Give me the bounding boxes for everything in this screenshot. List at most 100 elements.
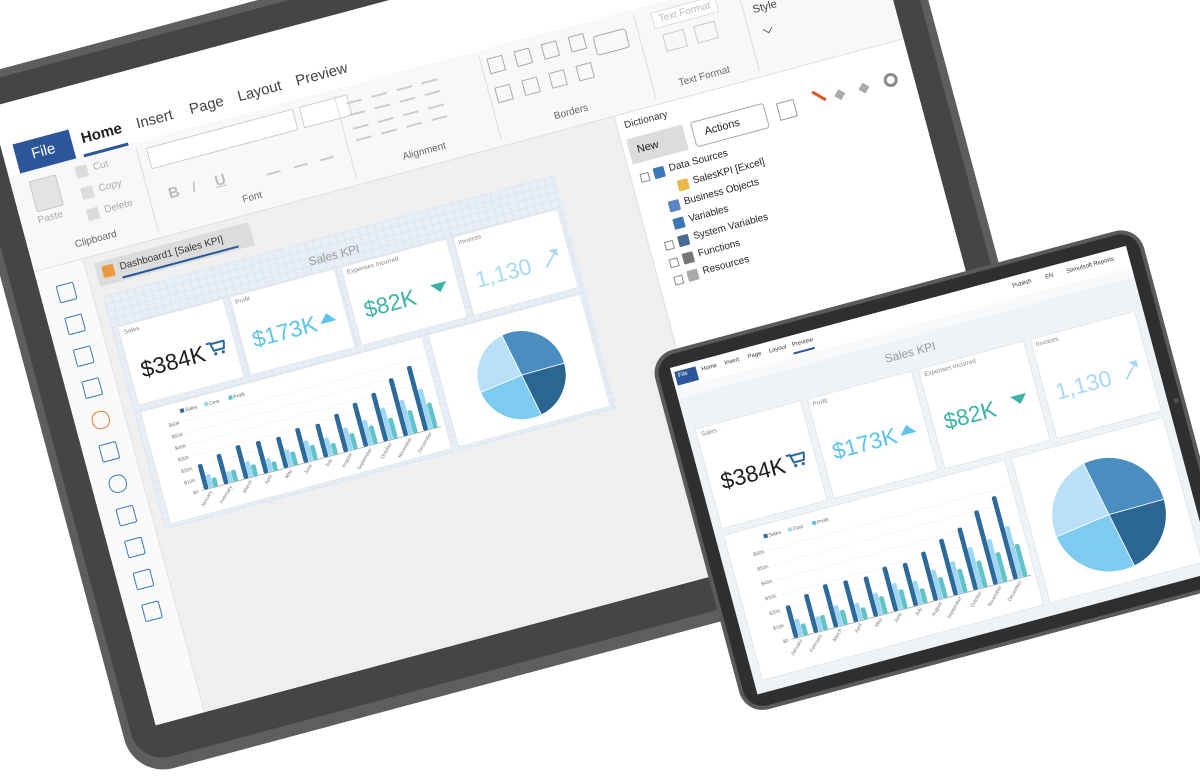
bar: [388, 378, 408, 436]
x-tick-label: June: [893, 612, 904, 625]
pie-slice: [1051, 463, 1110, 538]
legend-label: Profit: [233, 391, 246, 400]
x-tick-label: July: [914, 606, 924, 617]
grid-line: [767, 486, 1008, 552]
pie-tile: [1010, 417, 1200, 604]
x-tick-label: December: [1007, 580, 1024, 603]
bar: [368, 425, 378, 445]
ribbon-tab[interactable]: Page: [187, 92, 226, 119]
legend-swatch: [203, 401, 209, 407]
bar: [912, 581, 923, 606]
pie-slice: [520, 362, 567, 416]
cart: [785, 450, 805, 464]
kpi-icon: [1125, 359, 1139, 380]
x-tick-label: November: [397, 436, 414, 459]
kpi-value: $173K: [829, 421, 900, 465]
bar: [938, 577, 948, 599]
grid-line: [783, 545, 1024, 611]
x-tick-label: July: [324, 457, 334, 468]
x-tick-label: May: [874, 617, 884, 629]
pie-slice: [1082, 457, 1165, 516]
wheel: [214, 352, 218, 356]
bar-chart: $0$10K$20K$30K$40K$50K$60KSalesCostProfi…: [753, 486, 1031, 657]
bar: [310, 444, 318, 461]
arrow: [545, 248, 559, 268]
y-tick-label: $60K: [168, 420, 181, 429]
kpi-label: Invoices: [1035, 335, 1060, 349]
kpi-label: Expenses Incurred: [923, 357, 977, 379]
bar: [873, 593, 883, 616]
laptop-screen: File Home Insert Page Layout Preview Paste Cut C…: [8, 0, 1025, 726]
bar: [957, 569, 968, 594]
bar: [245, 460, 254, 478]
legend-swatch: [811, 520, 817, 526]
ribbon-tab[interactable]: Insert: [134, 106, 175, 133]
bar: [892, 583, 903, 611]
y-tick-label: $10K: [773, 623, 786, 632]
kpi-icon: [545, 248, 559, 268]
y-tick-label: $40K: [761, 579, 774, 588]
kpi-label: Profit: [811, 397, 829, 409]
bar: [882, 567, 899, 612]
bar: [840, 610, 848, 626]
bar: [324, 437, 333, 457]
kpi-value: $384K: [137, 340, 209, 383]
up: [320, 313, 337, 325]
x-tick-label: February: [219, 484, 234, 505]
bar-chart: $0$10K$20K$30K$40K$50K$60KSalesCostProfi…: [168, 357, 441, 508]
legend-swatch: [787, 527, 793, 533]
ribbon-tab[interactable]: Layout: [235, 77, 284, 106]
y-tick-label: $0: [783, 638, 790, 645]
legend-swatch: [179, 408, 185, 413]
bar: [863, 576, 879, 618]
grid-line: [195, 403, 435, 468]
bar: [815, 616, 824, 632]
dashboard: Sales KPI Sales $384K Profit $173K Expenses I…: [111, 186, 611, 525]
x-tick-label: February: [809, 633, 824, 654]
kpi-tile: Invoices 1,130: [451, 208, 579, 316]
bar: [991, 496, 1018, 580]
kpi-icon: [1009, 392, 1026, 404]
pie-chart: [476, 330, 567, 420]
bar: [820, 615, 828, 631]
y-tick-label: $50K: [171, 432, 184, 441]
bar: [362, 419, 373, 446]
bar: [226, 470, 234, 483]
x-tick-label: August: [931, 601, 944, 618]
kpi-icon: [785, 450, 805, 468]
ribbon-tab[interactable]: Preview: [293, 59, 350, 90]
y-tick-label: $60K: [753, 549, 766, 558]
bar: [235, 445, 249, 479]
y-tick-label: $30K: [765, 594, 778, 603]
bar: [974, 510, 998, 586]
wheel: [221, 350, 225, 354]
wheel: [793, 463, 798, 468]
bar: [804, 594, 819, 634]
kpi-label: Expenses Incurred: [346, 255, 400, 276]
bar: [290, 451, 298, 466]
x-tick-label: September: [356, 447, 374, 471]
ribbon-tab[interactable]: Home: [79, 119, 124, 148]
bar: [271, 461, 278, 471]
pie-slice: [476, 334, 522, 393]
grid-line: [771, 501, 1012, 567]
legend-label: Cost: [792, 524, 804, 533]
kpi-icon: [430, 281, 446, 293]
legend-label: Profit: [817, 517, 830, 526]
bar: [216, 453, 229, 485]
x-axis: [791, 575, 1031, 641]
bar: [342, 427, 353, 451]
bar: [388, 417, 398, 439]
down: [1009, 392, 1026, 404]
x-tick-label: January: [790, 638, 804, 657]
x-tick-label: October: [970, 590, 984, 609]
kpi-value: $82K: [360, 283, 420, 323]
bar: [823, 584, 839, 628]
y-tick-label: $50K: [757, 564, 770, 573]
kpi-value: $173K: [249, 310, 320, 353]
bar-tile: $0 $10K $20K $30K $40K $50K $60K Sales Cost Profi…: [139, 335, 453, 525]
kpi-value: $82K: [940, 395, 999, 435]
bar: [352, 402, 368, 447]
x-tick-label: April: [854, 623, 864, 635]
